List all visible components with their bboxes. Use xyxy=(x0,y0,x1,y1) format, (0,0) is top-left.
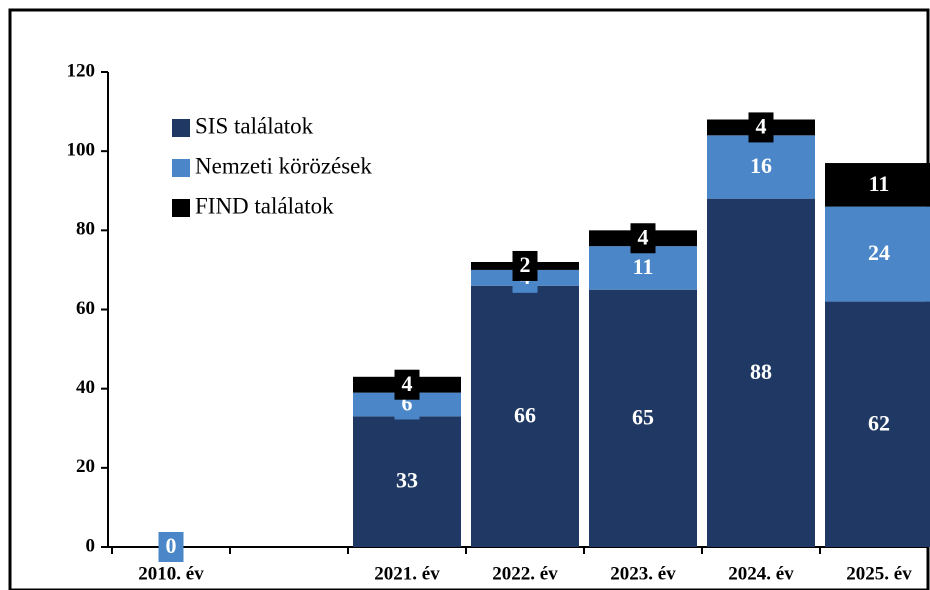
x-tick-label: 2022. év xyxy=(492,563,558,584)
y-tick-label: 80 xyxy=(76,219,95,240)
legend-label: Nemzeti körözések xyxy=(195,153,372,178)
value-label: 65 xyxy=(632,404,654,429)
legend-label: SIS találatok xyxy=(195,113,314,138)
legend-swatch xyxy=(172,159,190,177)
y-tick-label: 60 xyxy=(76,298,95,319)
value-label: 4 xyxy=(756,113,767,138)
y-tick-label: 20 xyxy=(76,456,95,477)
value-label: 4 xyxy=(638,224,649,249)
y-tick-label: 120 xyxy=(67,60,96,81)
y-tick-label: 100 xyxy=(67,140,96,161)
value-label: 66 xyxy=(514,402,536,427)
value-label: 62 xyxy=(868,410,890,435)
legend-swatch xyxy=(172,199,190,217)
legend-label: FIND találatok xyxy=(195,193,334,218)
x-tick-label: 2025. év xyxy=(846,563,912,584)
chart: 0204060801001202010. év02021. év33642022… xyxy=(0,0,930,590)
value-label: 0 xyxy=(166,533,177,558)
y-tick-label: 0 xyxy=(86,535,96,556)
legend-swatch xyxy=(172,119,190,137)
value-label: 16 xyxy=(750,153,772,178)
x-tick-label: 2021. év xyxy=(374,563,440,584)
x-tick-label: 2023. év xyxy=(610,563,676,584)
x-tick-label: 2010. év xyxy=(138,563,204,584)
value-label: 4 xyxy=(402,371,413,396)
value-label: 88 xyxy=(750,359,772,384)
value-label: 2 xyxy=(520,252,531,277)
value-label: 24 xyxy=(868,240,890,265)
value-label: 11 xyxy=(633,254,654,279)
value-label: 11 xyxy=(869,171,890,196)
x-tick-label: 2024. év xyxy=(728,563,794,584)
y-tick-label: 40 xyxy=(76,377,95,398)
value-label: 33 xyxy=(396,468,418,493)
